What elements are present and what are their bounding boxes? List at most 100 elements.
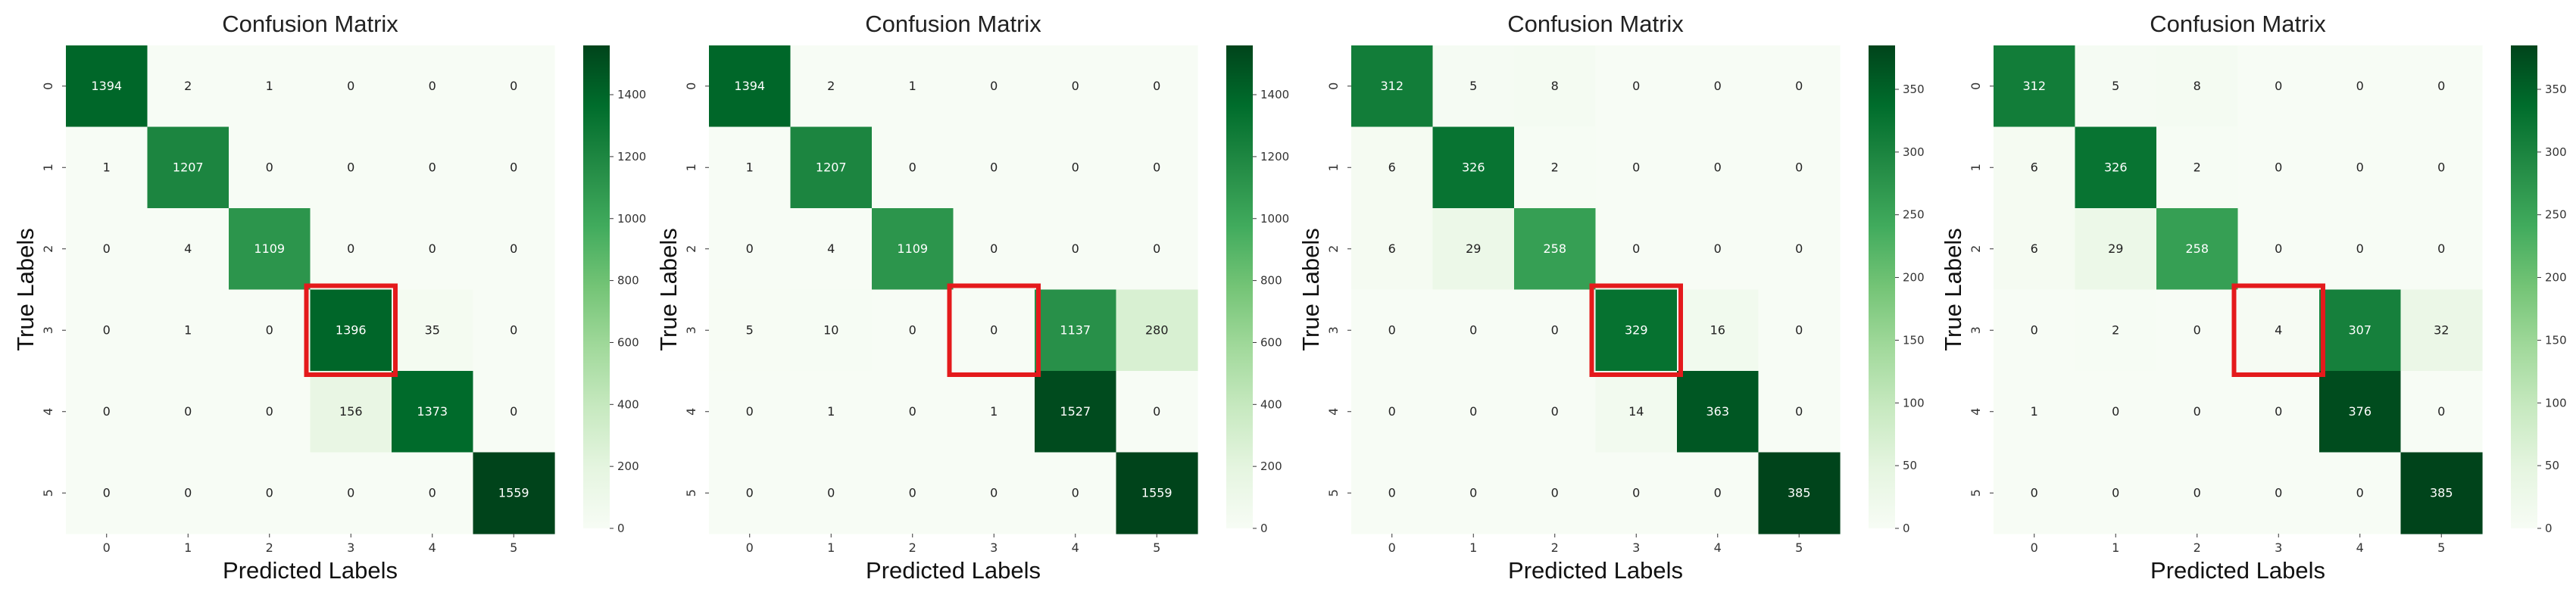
x-tick-label: 3: [990, 540, 998, 555]
colorbar-tick-label: 350: [2545, 83, 2567, 96]
heatmap-cell: [1432, 289, 1515, 372]
heatmap-cell: [1595, 126, 1678, 209]
x-axis-label: Predicted Labels: [866, 557, 1041, 584]
heatmap-cell: [1994, 126, 2076, 209]
heatmap-cell: [1758, 289, 1841, 372]
cell-value-label: 0: [1632, 241, 1640, 256]
cell-value-label: 1207: [816, 160, 847, 174]
y-tick-label: 2: [1969, 245, 1983, 253]
colorbar-tick-label: 250: [2545, 208, 2567, 222]
x-tick-label: 3: [1632, 540, 1640, 555]
heatmap-cell: [1677, 289, 1759, 372]
y-tick-label: 3: [1969, 326, 1983, 334]
cell-value-label: 1: [184, 322, 192, 337]
colorbar-tick-label: 0: [1903, 522, 1910, 535]
heatmap-cell: [790, 289, 873, 372]
cell-value-label: 0: [990, 79, 998, 93]
heatmap-cell: [872, 452, 954, 534]
cell-value-label: 5: [746, 322, 754, 337]
heatmap-cell: [1035, 45, 1117, 128]
cell-value-label: 0: [1072, 485, 1079, 500]
heatmap-cell: [2319, 126, 2402, 209]
cell-value-label: 0: [510, 241, 517, 256]
cell-value-label: 0: [1714, 485, 1722, 500]
cell-value-label: 258: [2185, 241, 2209, 256]
cell-value-label: 0: [2112, 404, 2119, 419]
cell-value-label: 0: [1795, 241, 1803, 256]
x-tick-label: 4: [1714, 540, 1722, 555]
cell-value-label: 0: [2112, 485, 2119, 500]
cell-value-label: 0: [510, 79, 517, 93]
heatmap-cell: [2400, 452, 2483, 534]
y-axis-label: True Labels: [12, 228, 39, 351]
heatmap-cell: [1758, 126, 1841, 209]
cell-value-label: 0: [1551, 404, 1559, 419]
heatmap-cell: [1432, 45, 1515, 128]
y-tick-label: 2: [684, 245, 698, 253]
x-tick-label: 0: [103, 540, 111, 555]
x-tick-label: 5: [510, 540, 517, 555]
heatmap-cell: [66, 208, 148, 291]
cell-value-label: 0: [746, 485, 754, 500]
x-tick-label: 5: [1795, 540, 1803, 555]
heatmap-cell: [872, 45, 954, 128]
cell-value-label: 1: [990, 404, 998, 419]
cell-value-label: 0: [1469, 485, 1477, 500]
heatmap-cell: [2400, 371, 2483, 453]
cell-value-label: 0: [429, 160, 436, 174]
heatmap-cell: [953, 371, 1035, 453]
cell-value-label: 0: [2356, 485, 2364, 500]
cell-value-label: 0: [990, 241, 998, 256]
cell-value-label: 5: [1469, 79, 1477, 93]
heatmap-cell: [473, 126, 555, 209]
heatmap-cell: [790, 371, 873, 453]
y-tick-label: 1: [1326, 164, 1341, 171]
y-axis-label: True Labels: [1297, 228, 1324, 351]
cell-value-label: 0: [103, 241, 111, 256]
cell-value-label: 0: [347, 160, 354, 174]
cell-value-label: 1559: [498, 485, 529, 500]
cell-value-label: 0: [2194, 404, 2201, 419]
heatmap-cell: [1116, 371, 1198, 453]
x-tick-label: 0: [1388, 540, 1396, 555]
colorbar-tick-label: 1000: [617, 212, 646, 226]
heatmap-cell: [1595, 289, 1678, 372]
chart-title: Confusion Matrix: [2150, 11, 2326, 37]
heatmap-cell: [2156, 208, 2239, 291]
heatmap-cell: [1758, 371, 1841, 453]
heatmap-cell: [310, 126, 392, 209]
cell-value-label: 1109: [897, 241, 928, 256]
heatmap-cell: [1514, 208, 1597, 291]
y-tick-label: 1: [1969, 164, 1983, 171]
cell-value-label: 1: [2031, 404, 2038, 419]
heatmap-cell: [1116, 208, 1198, 291]
colorbar-tick-label: 100: [2545, 396, 2567, 410]
cell-value-label: 312: [2022, 79, 2046, 93]
cell-value-label: 385: [1788, 485, 1811, 500]
cell-value-label: 0: [1632, 485, 1640, 500]
cell-value-label: 8: [1551, 79, 1559, 93]
y-tick-label: 4: [41, 408, 55, 416]
x-tick-label: 1: [1469, 540, 1477, 555]
cell-value-label: 0: [909, 404, 916, 419]
heatmap-cell: [2237, 126, 2320, 209]
heatmap-cell: [1514, 371, 1597, 453]
cell-value-label: 5: [2112, 79, 2119, 93]
cell-value-label: 0: [429, 485, 436, 500]
heatmap-cell: [1994, 289, 2076, 372]
colorbar-tick-label: 250: [1903, 208, 1925, 222]
cell-value-label: 2: [2194, 160, 2201, 174]
heatmap-cell: [1677, 45, 1759, 128]
y-tick-label: 1: [684, 164, 698, 171]
cell-value-label: 1: [827, 404, 835, 419]
cell-value-label: 0: [909, 485, 916, 500]
cell-value-label: 0: [1714, 241, 1722, 256]
cell-value-label: 1559: [1141, 485, 1172, 500]
cell-value-label: 0: [103, 404, 111, 419]
cell-value-label: 1394: [91, 79, 122, 93]
heatmap-cell: [1035, 289, 1117, 372]
heatmap-cell: [2075, 208, 2157, 291]
cell-value-label: 0: [1153, 160, 1160, 174]
cell-value-label: 307: [2348, 322, 2371, 337]
